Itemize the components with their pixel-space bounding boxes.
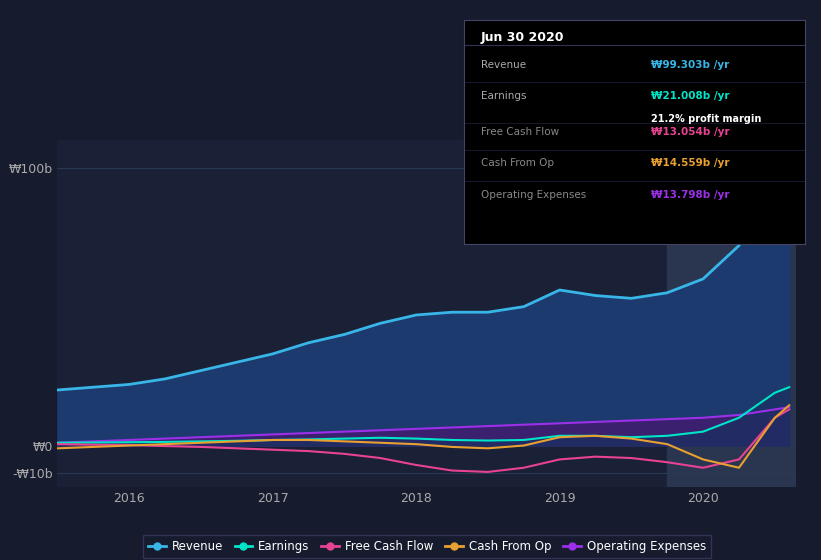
Text: ₩21.008b /yr: ₩21.008b /yr [651, 91, 730, 101]
Text: ₩99.303b /yr: ₩99.303b /yr [651, 60, 730, 70]
Text: ₩13.798b /yr: ₩13.798b /yr [651, 190, 730, 200]
Text: Revenue: Revenue [481, 60, 526, 70]
Text: Operating Expenses: Operating Expenses [481, 190, 586, 200]
Text: Cash From Op: Cash From Op [481, 158, 554, 169]
Text: ₩13.054b /yr: ₩13.054b /yr [651, 127, 730, 137]
Legend: Revenue, Earnings, Free Cash Flow, Cash From Op, Operating Expenses: Revenue, Earnings, Free Cash Flow, Cash … [143, 535, 711, 558]
Text: Free Cash Flow: Free Cash Flow [481, 127, 559, 137]
Text: Earnings: Earnings [481, 91, 526, 101]
Text: ₩14.559b /yr: ₩14.559b /yr [651, 158, 730, 169]
Text: 21.2% profit margin: 21.2% profit margin [651, 114, 762, 124]
Bar [667, 140, 796, 487]
Text: Jun 30 2020: Jun 30 2020 [481, 31, 564, 44]
